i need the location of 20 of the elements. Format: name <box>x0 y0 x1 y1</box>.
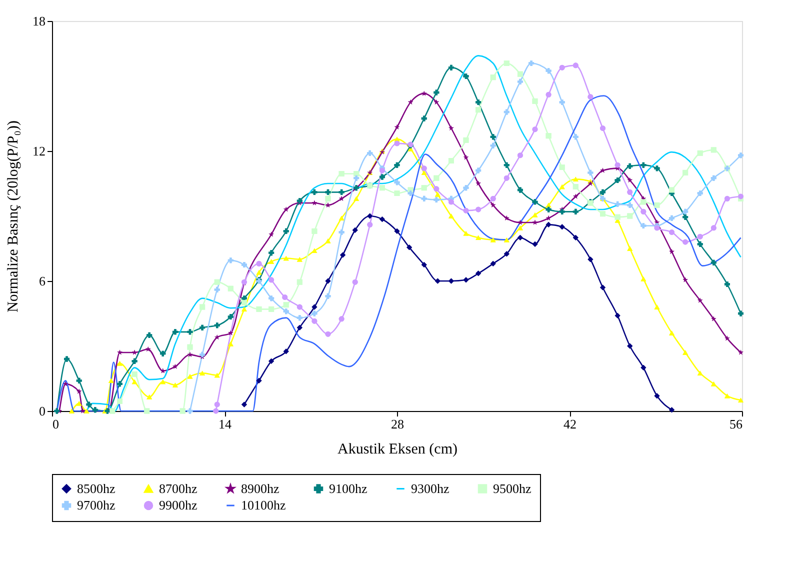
y-axis-title: Normalize Basınç (20log(P/P₀)) <box>6 120 22 312</box>
legend-label: 8900hz <box>241 480 280 496</box>
y-tick-label: 6 <box>39 274 46 288</box>
legend-label: 8700hz <box>159 480 198 496</box>
legend-label: 9700hz <box>77 498 116 512</box>
legend-label: 10100hz <box>241 498 286 512</box>
x-tick-label: 56 <box>730 416 743 432</box>
legend-label: 9500hz <box>493 480 532 496</box>
legend-label: 9300hz <box>411 480 450 496</box>
x-tick-label: 28 <box>391 416 404 432</box>
y-tick-label: 0 <box>39 404 46 418</box>
legend-label: 9900hz <box>159 498 198 512</box>
x-tick-label: 42 <box>564 416 576 432</box>
y-tick-label: 18 <box>32 14 46 28</box>
y-tick-label: 12 <box>32 144 46 158</box>
x-axis-title: Akustik Eksen (cm) <box>338 442 458 458</box>
legend-label: 8500hz <box>77 480 116 496</box>
x-tick-label: 0 <box>52 416 59 432</box>
legend-label: 9100hz <box>329 480 368 496</box>
x-tick-label: 14 <box>218 416 232 432</box>
